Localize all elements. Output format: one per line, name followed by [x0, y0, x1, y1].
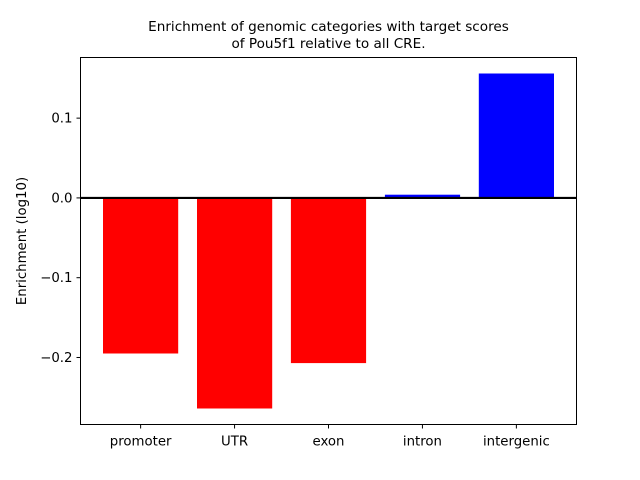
bar-intron — [384, 194, 461, 198]
y-tick-label: 0.0 — [51, 191, 72, 206]
bar-exon — [290, 197, 367, 364]
chart-title-line-2: of Pou5f1 relative to all CRE. — [231, 36, 425, 52]
y-tick-label: 0.1 — [51, 112, 72, 127]
x-tick-label-intron: intron — [403, 435, 442, 450]
x-tick-label-intergenic: intergenic — [483, 435, 550, 450]
x-tick-label-UTR: UTR — [221, 435, 248, 450]
bar-UTR — [197, 197, 273, 409]
x-tick-label-exon: exon — [313, 435, 345, 450]
plot-area: 0.1 0.0 −0.1 −0.2 promoter UTR exon intron inter… — [40, 57, 577, 450]
y-axis-label: Enrichment (log10) — [15, 177, 30, 305]
bar-intergenic — [478, 73, 554, 198]
bar-promoter — [103, 197, 179, 354]
x-tick-label-promoter: promoter — [110, 435, 172, 450]
y-tick-label: −0.1 — [40, 271, 72, 286]
chart-title-line-1: Enrichment of genomic categories with ta… — [148, 19, 509, 35]
y-tick-label: −0.2 — [40, 351, 72, 366]
